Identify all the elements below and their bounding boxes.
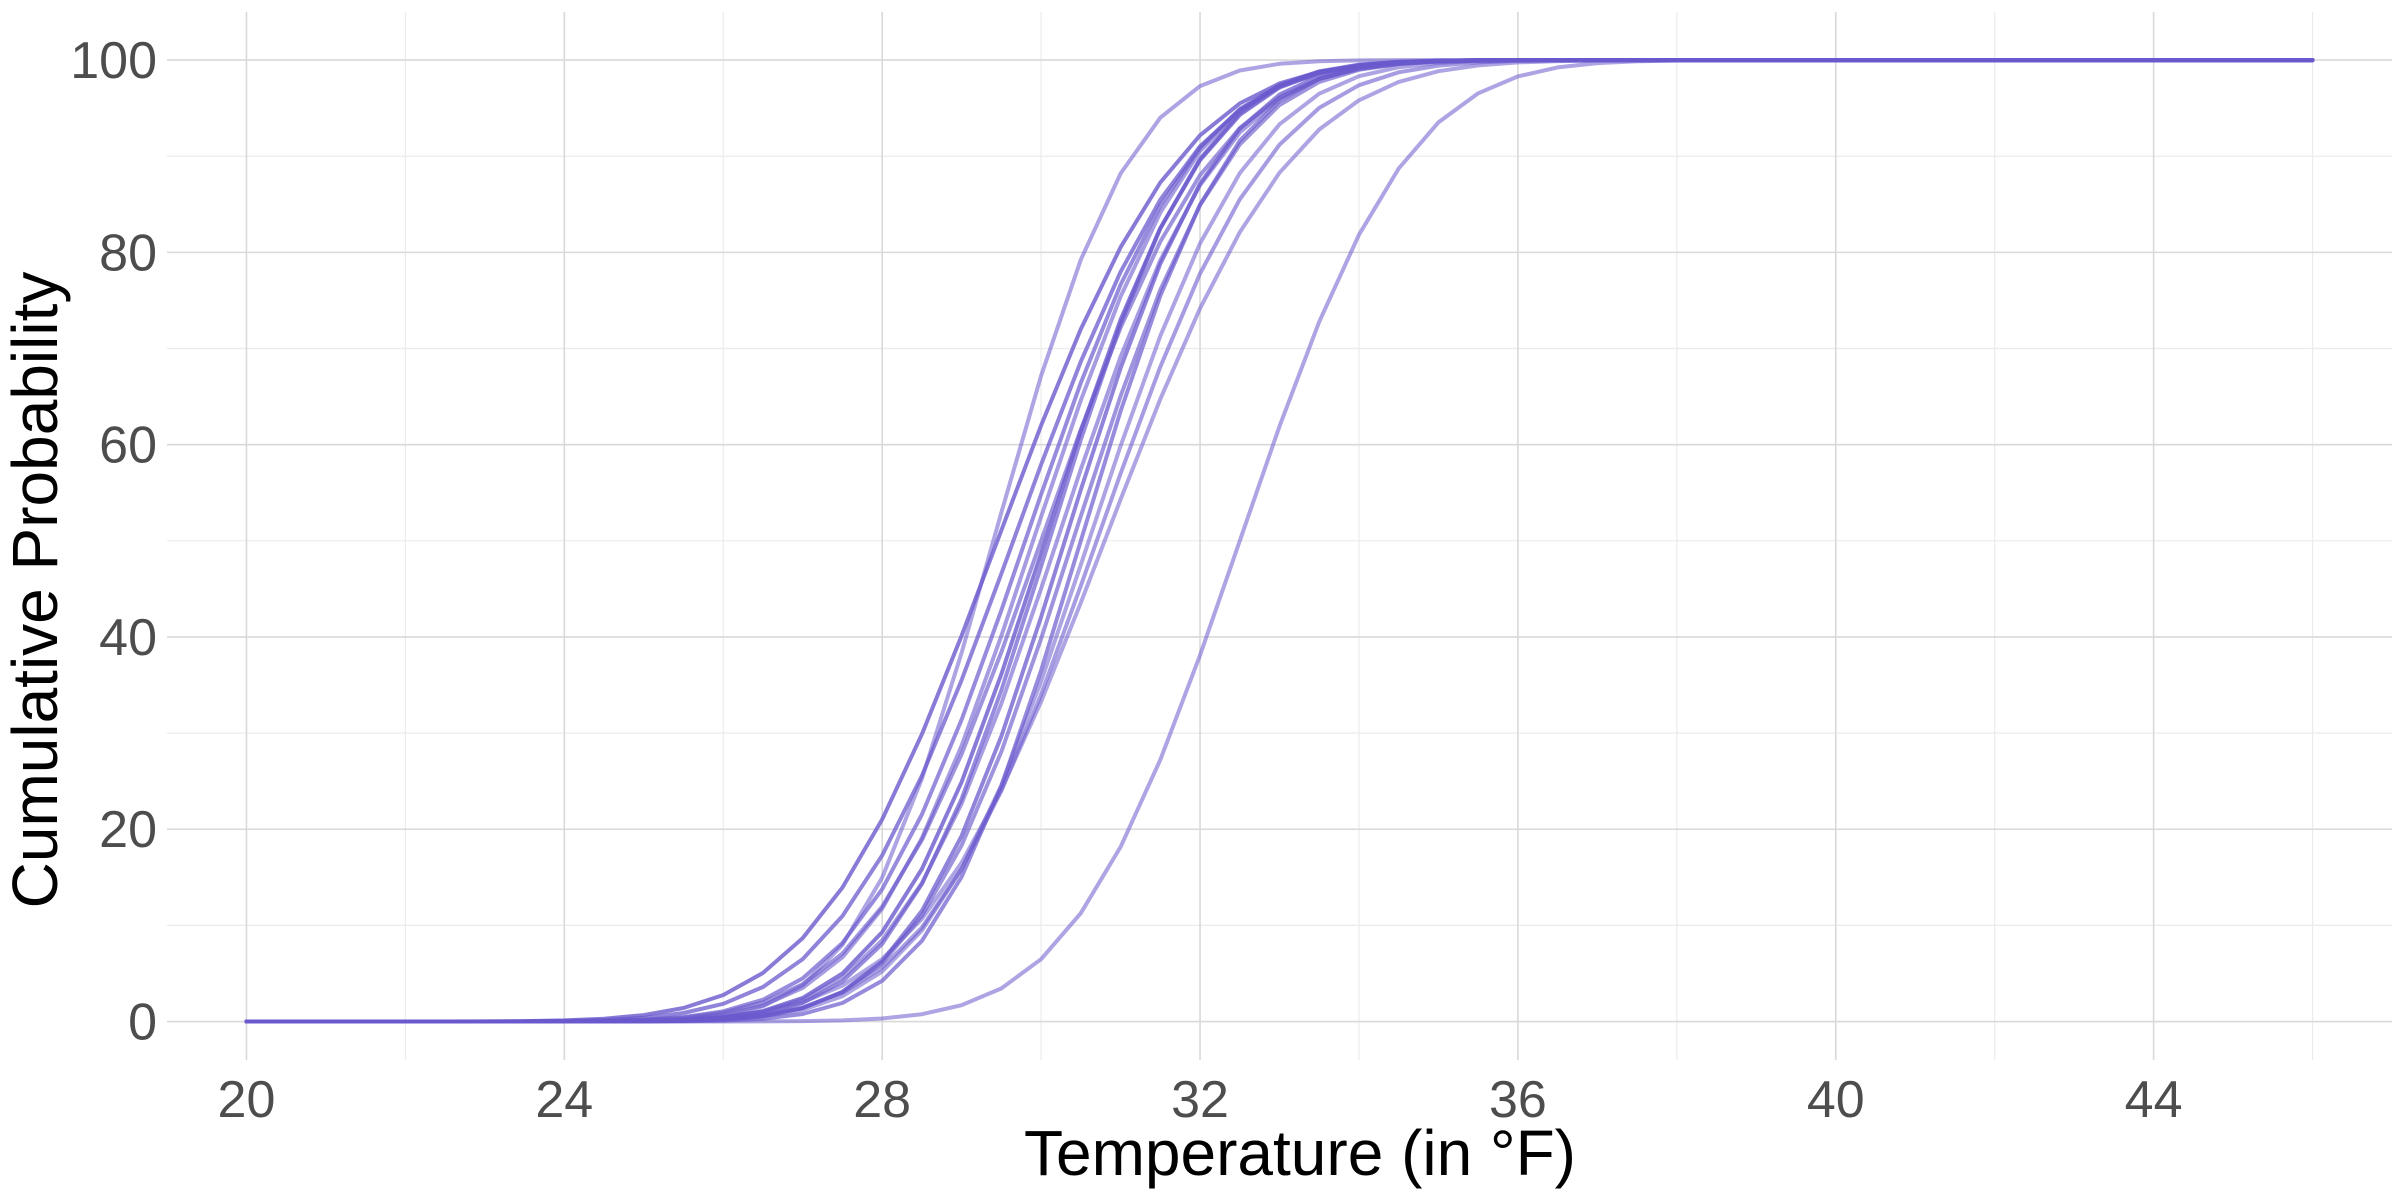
y-tick-label: 100 (70, 32, 157, 90)
x-tick-label: 24 (535, 1071, 593, 1129)
x-tick-label: 44 (2125, 1071, 2183, 1129)
grid (167, 12, 2392, 1060)
y-tick-label: 0 (128, 994, 157, 1052)
x-tick-label: 20 (218, 1071, 276, 1129)
y-tick-label: 80 (99, 224, 157, 282)
y-tick-label: 20 (99, 801, 157, 859)
y-tick-label: 40 (99, 609, 157, 667)
y-axis-ticks: 0 20 40 60 80 100 (70, 32, 157, 1051)
y-axis-title: Cumulative Probability (0, 272, 71, 909)
x-tick-label: 28 (853, 1071, 911, 1129)
x-tick-label: 40 (1807, 1071, 1865, 1129)
x-axis-title: Temperature (in °F) (1024, 1117, 1576, 1189)
y-tick-label: 60 (99, 417, 157, 475)
